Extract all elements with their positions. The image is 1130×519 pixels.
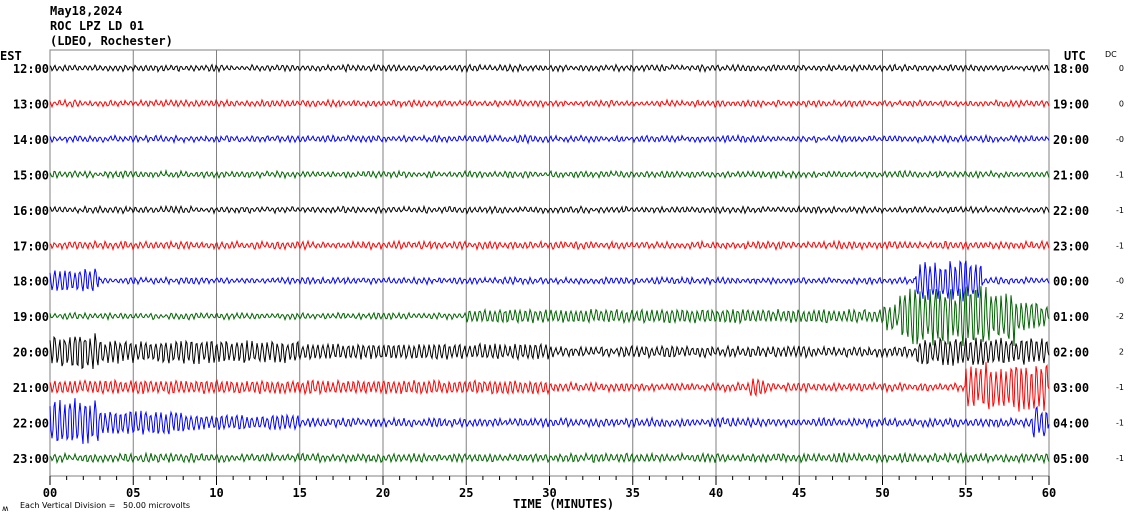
trace-1500 [49, 168, 1050, 180]
est-time-label: 21:00 [13, 381, 49, 395]
est-time-label: 16:00 [13, 204, 49, 218]
x-tick-label: 10 [209, 486, 223, 500]
x-tick-label: 15 [293, 486, 307, 500]
utc-time-label: 23:00 [1053, 239, 1089, 253]
trace-1700 [49, 239, 1050, 252]
dc-offset-value: -1 [1116, 383, 1124, 392]
trace-1900 [49, 286, 1050, 347]
dc-offset-value: 0 [1119, 99, 1124, 108]
utc-time-label: 02:00 [1053, 346, 1089, 360]
utc-time-label: 05:00 [1053, 452, 1089, 466]
x-tick-label: 30 [542, 486, 556, 500]
x-tick-label: 00 [43, 486, 57, 500]
x-tick-label: 60 [1042, 486, 1056, 500]
trace-1800 [49, 259, 1050, 302]
trace-1300 [49, 98, 1050, 109]
utc-time-label: 21:00 [1053, 168, 1089, 182]
trace-2300 [49, 451, 1050, 465]
est-time-label: 19:00 [13, 310, 49, 324]
x-tick-label: 45 [792, 486, 806, 500]
x-tick-label: 05 [126, 486, 140, 500]
est-time-label: 20:00 [13, 346, 49, 360]
est-time-label: 18:00 [13, 275, 49, 289]
x-tick-label: 50 [875, 486, 889, 500]
utc-time-label: 04:00 [1053, 417, 1089, 431]
scale-note: Each Vertical Division = 50.00 microvolt… [20, 501, 190, 510]
dc-offset-value: -2 [1116, 312, 1124, 321]
dc-offset-value: 0 [1119, 64, 1124, 73]
trace-2100 [49, 362, 1050, 412]
network-name: (LDEO, Rochester) [50, 34, 173, 48]
utc-time-label: 22:00 [1053, 204, 1089, 218]
utc-time-label: 19:00 [1053, 97, 1089, 111]
dc-label: DC [1105, 50, 1117, 59]
trace-1600 [49, 204, 1050, 215]
utc-time-label: 01:00 [1053, 310, 1089, 324]
est-time-label: 17:00 [13, 239, 49, 253]
utc-time-label: 18:00 [1053, 62, 1089, 76]
x-tick-label: 55 [959, 486, 973, 500]
x-axis-label: TIME (MINUTES) [513, 497, 614, 511]
dc-offset-value: -0 [1116, 135, 1124, 144]
station-name: ROC LPZ LD 01 [50, 19, 144, 33]
utc-time-label: 00:00 [1053, 275, 1089, 289]
corner-mark: ʍ [2, 504, 9, 513]
est-time-label: 23:00 [13, 452, 49, 466]
dc-offset-value: -1 [1116, 241, 1124, 250]
trace-2200 [49, 398, 1050, 444]
utc-axis-label: UTC [1064, 49, 1086, 63]
est-axis-label: EST [0, 49, 22, 63]
est-time-label: 13:00 [13, 97, 49, 111]
est-time-label: 14:00 [13, 133, 49, 147]
utc-time-label: 03:00 [1053, 381, 1089, 395]
trace-2000 [49, 333, 1050, 370]
x-tick-label: 35 [626, 486, 640, 500]
x-tick-label: 20 [376, 486, 390, 500]
x-tick-label: 40 [709, 486, 723, 500]
dc-offset-value: -1 [1116, 206, 1124, 215]
x-tick-label: 25 [459, 486, 473, 500]
est-time-label: 12:00 [13, 62, 49, 76]
chart-date: May18,2024 [50, 4, 123, 18]
dc-offset-value: 2 [1119, 348, 1124, 357]
est-time-label: 15:00 [13, 168, 49, 182]
est-time-label: 22:00 [13, 417, 49, 431]
dc-offset-value: -1 [1116, 419, 1124, 428]
trace-1400 [49, 133, 1050, 145]
dc-offset-value: -1 [1116, 454, 1124, 463]
dc-offset-value: -1 [1116, 170, 1124, 179]
utc-time-label: 20:00 [1053, 133, 1089, 147]
trace-1200 [49, 63, 1050, 74]
dc-offset-value: -0 [1116, 277, 1124, 286]
